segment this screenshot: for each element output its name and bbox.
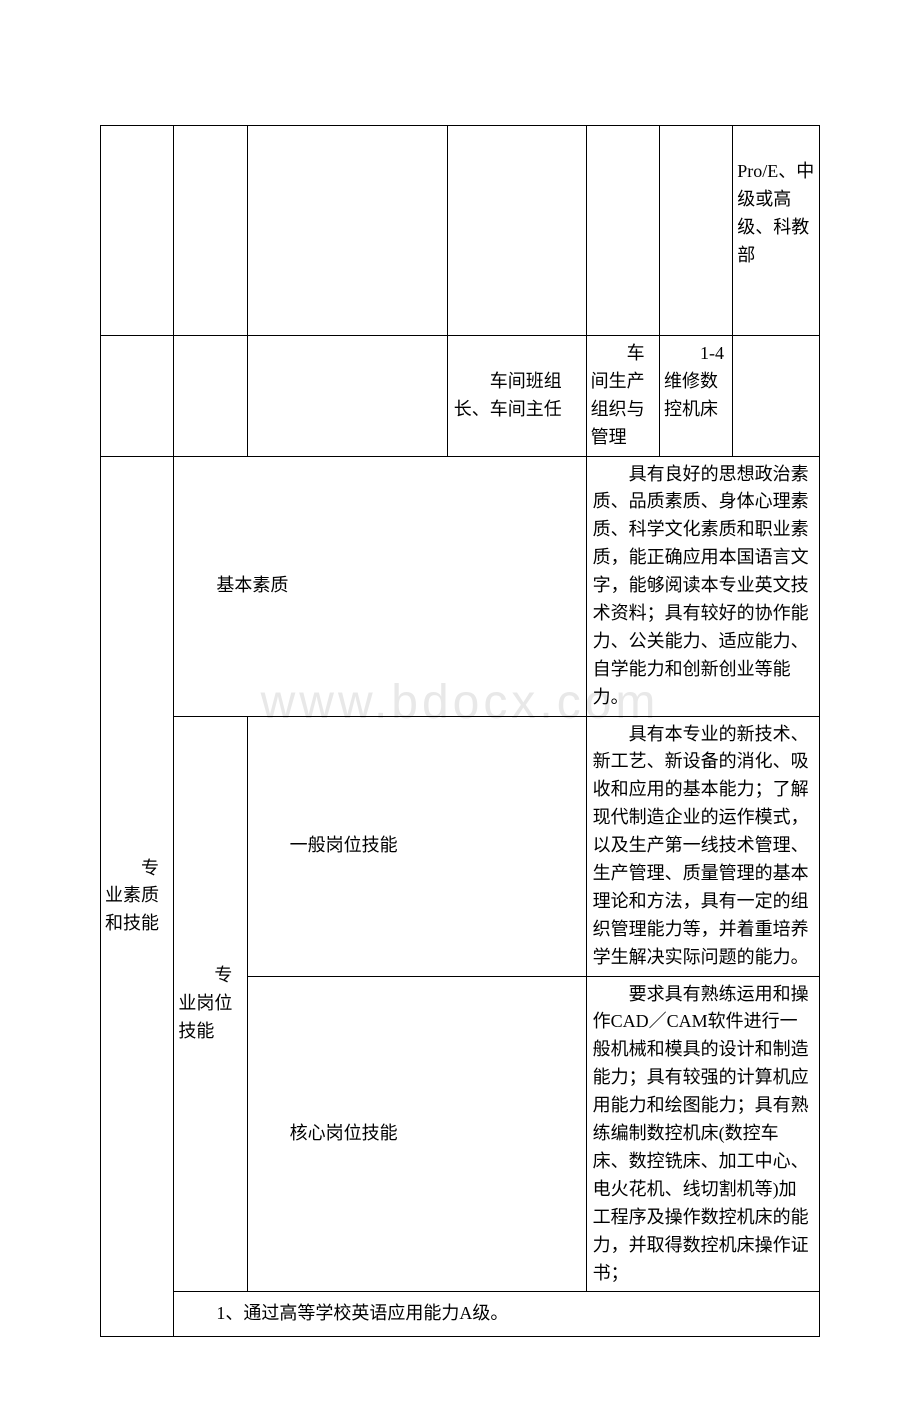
cell-blank — [659, 126, 732, 336]
cell-blank — [733, 336, 820, 457]
cell-blank — [247, 336, 447, 457]
cell-blank — [101, 126, 174, 336]
cell-r4-c2: 专业岗位技能 — [174, 716, 247, 1292]
table-row: Pro/E、中级或高级、科教部 — [101, 126, 820, 336]
cell-r4-c3: 一般岗位技能 — [247, 716, 586, 976]
cell-r6-text: 1、通过高等学校英语应用能力A级。 — [174, 1292, 820, 1337]
cell-r5-c3: 核心岗位技能 — [247, 976, 586, 1292]
cell-blank — [447, 126, 586, 336]
cell-r5-desc: 要求具有熟练运用和操作CAD／CAM软件进行一般机械和模具的设计和制造能力；具有… — [586, 976, 819, 1292]
cell-r2-c6: 1-4维修数控机床 — [659, 336, 732, 457]
cell-blank — [174, 336, 247, 457]
cell-r2-c5: 车间生产组织与管理 — [586, 336, 659, 457]
cell-r1-c7: Pro/E、中级或高级、科教部 — [733, 126, 820, 336]
cell-r3-c2: 基本素质 — [174, 456, 586, 716]
cell-r3-desc: 具有良好的思想政治素质、品质素质、身体心理素质、科学文化素质和职业素质，能正确应… — [586, 456, 819, 716]
cell-r4-desc: 具有本专业的新技术、新工艺、新设备的消化、吸收和应用的基本能力；了解现代制造企业… — [586, 716, 819, 976]
main-table: Pro/E、中级或高级、科教部 车间班组长、车间主任 车间生产组织与管理 1-4… — [100, 125, 820, 1337]
table-row: 1、通过高等学校英语应用能力A级。 — [101, 1292, 820, 1337]
document-page: www.bdocx.com Pro/E、中级或高级、科教部 车间班组长、车间主任… — [0, 20, 920, 1397]
table-row: 专业素质和技能 基本素质 具有良好的思想政治素质、品质素质、身体心理素质、科学文… — [101, 456, 820, 716]
cell-blank — [174, 126, 247, 336]
table-row: 车间班组长、车间主任 车间生产组织与管理 1-4维修数控机床 — [101, 336, 820, 457]
cell-blank — [101, 336, 174, 457]
cell-r2-c4: 车间班组长、车间主任 — [447, 336, 586, 457]
table-row: 专业岗位技能 一般岗位技能 具有本专业的新技术、新工艺、新设备的消化、吸收和应用… — [101, 716, 820, 976]
cell-blank — [247, 126, 447, 336]
cell-category: 专业素质和技能 — [101, 456, 174, 1337]
cell-blank — [586, 126, 659, 336]
